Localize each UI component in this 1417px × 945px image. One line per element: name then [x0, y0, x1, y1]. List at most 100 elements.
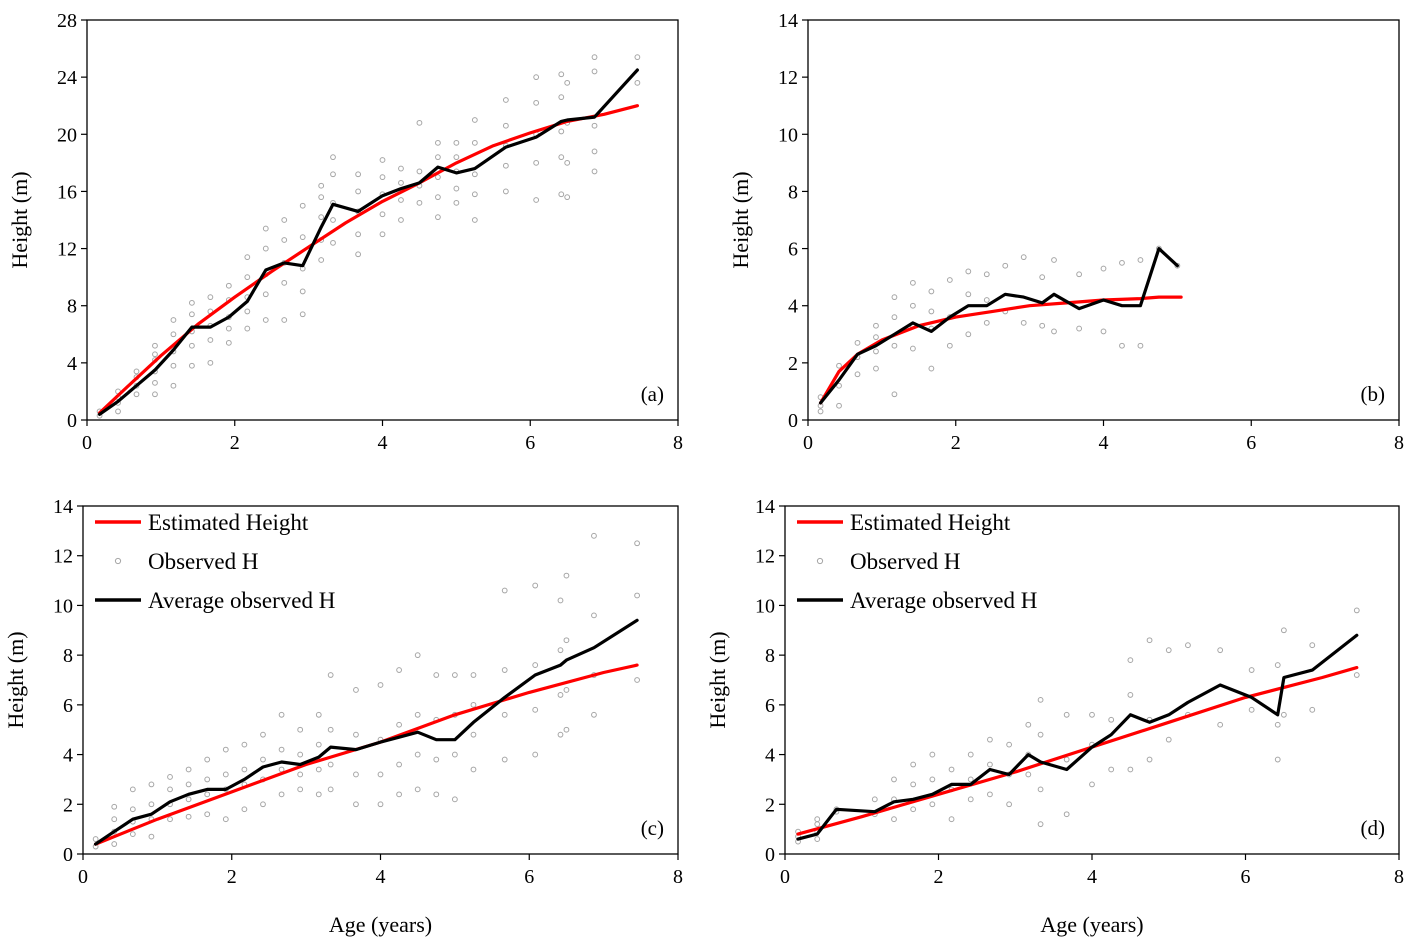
observed-point	[591, 148, 598, 155]
y-tick-label: 6	[63, 695, 73, 717]
series-observed-h	[96, 54, 641, 419]
observed-point	[260, 731, 266, 738]
observed-point	[222, 771, 229, 778]
observed-point	[1108, 716, 1115, 723]
observed-point	[836, 402, 842, 409]
y-tick-label: 0	[765, 844, 775, 866]
observed-point	[1089, 781, 1095, 788]
observed-point	[353, 687, 359, 693]
observed-point	[315, 741, 322, 748]
legend-entry: Average observed H	[850, 588, 1037, 613]
observed-point	[111, 803, 118, 810]
observed-point	[948, 766, 955, 773]
observed-point	[1063, 811, 1070, 818]
observed-point	[910, 345, 916, 352]
x-tick-label: 8	[1394, 432, 1404, 454]
observed-point	[1174, 262, 1181, 269]
observed-point	[814, 816, 821, 823]
observed-point	[148, 801, 155, 808]
observed-point	[502, 188, 509, 195]
observed-point	[152, 342, 158, 349]
series-observed-h	[92, 532, 640, 850]
observed-point	[591, 122, 598, 129]
observed-point	[987, 761, 993, 768]
series-line-estimated-height	[93, 663, 639, 846]
observed-point	[1039, 274, 1046, 281]
observed-point	[836, 382, 842, 389]
observed-point	[634, 540, 640, 547]
observed-point	[396, 667, 402, 673]
observed-point	[353, 801, 359, 808]
observed-point	[558, 128, 565, 135]
observed-point	[471, 117, 478, 123]
legend: Estimated Height Observed H Average observ…	[95, 510, 335, 613]
observed-point	[416, 119, 423, 126]
observed-point	[281, 237, 288, 243]
y-tick-label: 14	[778, 10, 798, 32]
observed-point	[398, 217, 404, 223]
observed-point	[262, 245, 269, 252]
observed-point	[564, 194, 571, 201]
y-tick-label: 10	[755, 595, 775, 617]
observed-point	[928, 308, 935, 315]
observed-point	[398, 197, 404, 203]
plot-frame	[86, 19, 679, 421]
observed-point	[435, 194, 441, 201]
observed-point	[167, 786, 173, 793]
observed-point	[1274, 662, 1281, 668]
observed-point	[1100, 265, 1107, 272]
legend-swatch-marker	[816, 557, 824, 565]
observed-point	[297, 786, 304, 793]
observed-point	[471, 191, 478, 198]
observed-point	[946, 342, 953, 349]
observed-point	[152, 379, 158, 386]
y-tick-label: 24	[57, 67, 77, 89]
observed-point	[297, 726, 304, 733]
observed-point	[814, 821, 821, 828]
observed-point	[929, 801, 936, 808]
observed-point	[836, 362, 842, 369]
observed-point	[278, 791, 285, 798]
observed-point	[946, 277, 953, 283]
x-tick-label: 0	[82, 432, 92, 454]
observed-point	[871, 796, 878, 803]
observed-point	[501, 587, 508, 594]
observed-point	[557, 647, 564, 654]
observed-point	[170, 317, 177, 323]
x-tick-label: 8	[673, 866, 683, 888]
observed-point	[1127, 766, 1134, 773]
observed-point	[873, 348, 879, 355]
observed-point	[967, 776, 974, 783]
observed-point	[379, 157, 386, 163]
observed-point	[1217, 647, 1224, 654]
observed-point	[170, 382, 177, 389]
observed-point	[987, 736, 993, 743]
observed-point	[167, 816, 173, 823]
observed-point	[854, 371, 861, 378]
observed-point	[185, 796, 192, 803]
x-tick-label: 4	[378, 432, 388, 454]
observed-point	[299, 288, 306, 295]
observed-point	[965, 291, 972, 298]
series-line-estimated-height	[97, 104, 640, 415]
observed-point	[299, 202, 306, 209]
observed-point	[416, 199, 423, 206]
x-tick-label: 6	[1246, 432, 1256, 454]
observed-point	[318, 194, 325, 201]
y-tick-label: 0	[67, 410, 77, 432]
y-tick-label: 4	[765, 745, 775, 767]
observed-point	[435, 214, 441, 221]
observed-point	[207, 337, 214, 343]
observed-point	[1146, 637, 1153, 644]
observed-point	[133, 368, 140, 375]
observed-point	[451, 672, 458, 678]
y-tick-label: 16	[57, 181, 77, 203]
observed-point	[327, 672, 334, 678]
y-tick-label: 8	[765, 645, 775, 667]
observed-point	[318, 182, 325, 189]
x-tick-label: 2	[227, 866, 237, 888]
observed-point	[92, 836, 99, 842]
observed-point	[299, 311, 306, 318]
observed-point	[928, 288, 935, 295]
observed-point	[1185, 642, 1191, 649]
